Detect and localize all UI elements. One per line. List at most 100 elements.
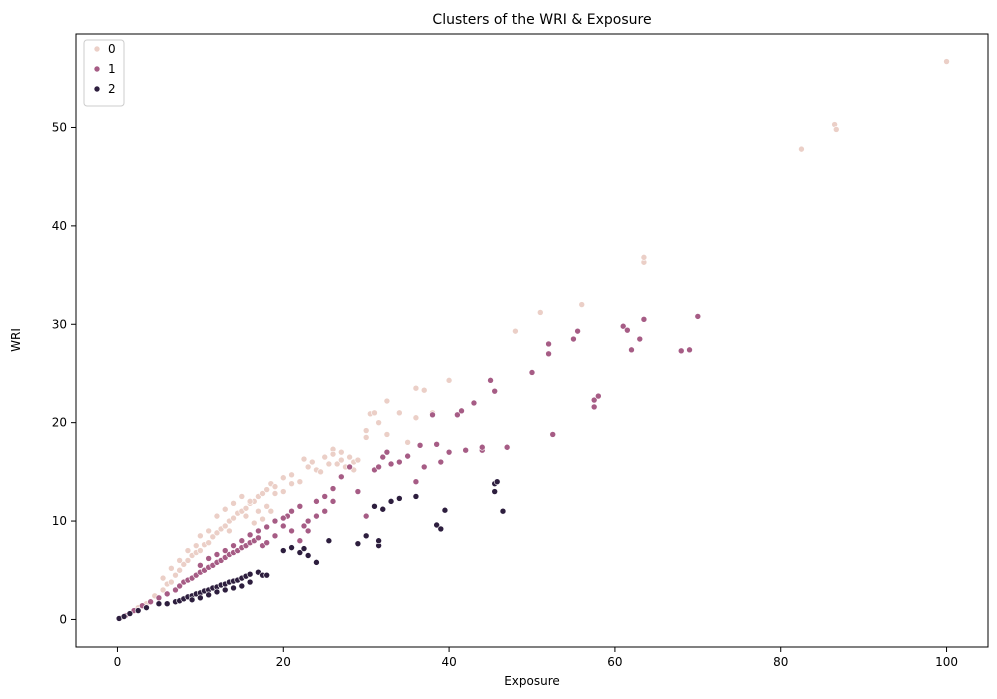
data-point-series-0 — [230, 500, 237, 507]
data-point-series-0 — [333, 460, 341, 468]
data-point-series-0 — [197, 547, 204, 554]
data-point-series-2 — [491, 488, 498, 495]
data-point-series-0 — [192, 542, 200, 549]
legend-entry: 2 — [108, 82, 116, 96]
data-point-series-1 — [545, 340, 552, 348]
data-point-series-1 — [296, 537, 304, 545]
y-tick-label: 50 — [52, 120, 67, 134]
legend-entry: 0 — [108, 42, 116, 56]
data-point-series-1 — [628, 346, 635, 354]
data-point-series-2 — [354, 540, 362, 547]
data-point-series-1 — [396, 458, 403, 466]
data-point-series-2 — [288, 544, 295, 551]
data-point-series-0 — [259, 490, 266, 497]
data-point-series-2 — [493, 478, 501, 485]
data-point-series-1 — [163, 590, 171, 598]
x-tick-label: 0 — [114, 655, 122, 669]
data-point-series-2 — [246, 578, 254, 586]
data-point-series-0 — [168, 578, 175, 586]
data-point-series-2 — [126, 610, 134, 617]
data-point-series-1 — [636, 335, 644, 343]
data-point-series-1 — [288, 507, 295, 515]
data-point-series-0 — [354, 456, 362, 464]
data-point-series-0 — [317, 468, 324, 476]
data-point-series-0 — [396, 409, 403, 417]
data-point-series-2 — [163, 600, 171, 608]
data-point-series-1 — [255, 534, 262, 542]
data-point-series-0 — [180, 561, 188, 568]
data-point-series-0 — [362, 434, 370, 441]
data-point-series-0 — [325, 460, 333, 468]
data-point-series-0 — [221, 505, 229, 513]
data-point-series-1 — [503, 443, 511, 451]
data-point-series-0 — [420, 386, 428, 394]
data-point-series-1 — [176, 582, 183, 590]
data-point-series-1 — [279, 514, 287, 522]
data-point-series-1 — [528, 369, 536, 376]
data-point-series-1 — [429, 411, 436, 419]
data-point-series-1 — [313, 512, 320, 520]
data-point-series-0 — [176, 557, 183, 564]
data-point-series-0 — [279, 488, 287, 495]
data-point-series-1 — [362, 512, 370, 520]
data-point-series-2 — [263, 571, 270, 579]
data-point-series-1 — [595, 392, 602, 400]
data-point-series-1 — [416, 441, 424, 449]
data-point-series-0 — [168, 564, 175, 572]
data-point-series-1 — [445, 448, 453, 456]
data-point-series-0 — [221, 522, 229, 530]
data-point-series-0 — [832, 126, 840, 133]
data-point-series-1 — [433, 441, 440, 448]
legend-marker — [93, 45, 101, 53]
data-point-series-0 — [246, 498, 254, 505]
data-point-series-1 — [255, 527, 262, 535]
data-point-series-1 — [288, 527, 295, 535]
data-point-series-1 — [230, 542, 237, 549]
data-point-series-0 — [159, 586, 167, 594]
data-point-series-0 — [412, 414, 420, 422]
data-point-series-1 — [263, 539, 270, 547]
legend-entry: 1 — [108, 62, 116, 76]
data-point-series-2 — [441, 506, 449, 514]
data-point-series-1 — [437, 458, 445, 466]
data-point-series-2 — [238, 582, 246, 590]
data-point-series-0 — [798, 145, 805, 153]
data-point-series-0 — [242, 504, 250, 512]
data-point-series-1 — [694, 313, 702, 320]
data-point-series-1 — [383, 448, 391, 456]
data-point-series-1 — [412, 478, 420, 485]
data-point-series-0 — [329, 450, 337, 458]
data-point-series-2 — [213, 588, 221, 596]
data-point-series-0 — [321, 453, 329, 461]
data-point-series-1 — [238, 537, 246, 545]
data-point-series-1 — [619, 322, 627, 330]
data-point-series-0 — [338, 448, 345, 456]
data-point-series-2 — [396, 495, 403, 502]
data-point-series-1 — [570, 335, 577, 343]
data-point-series-0 — [512, 327, 519, 335]
data-point-series-2 — [120, 613, 128, 620]
data-point-series-0 — [383, 431, 391, 438]
data-point-series-0 — [362, 427, 370, 434]
data-point-series-0 — [176, 566, 183, 574]
data-point-series-1 — [147, 598, 154, 606]
legend-box — [83, 39, 125, 107]
data-point-series-0 — [296, 478, 304, 485]
data-point-series-0 — [184, 547, 192, 554]
data-point-series-0 — [242, 512, 250, 520]
data-point-series-0 — [238, 493, 246, 500]
data-point-series-0 — [159, 574, 167, 582]
data-point-series-2 — [433, 521, 440, 529]
data-point-series-0 — [205, 527, 212, 535]
data-point-series-2 — [313, 559, 320, 566]
data-point-series-0 — [338, 456, 345, 464]
y-tick-label: 40 — [52, 219, 67, 233]
data-point-series-1 — [263, 523, 270, 531]
data-point-series-1 — [640, 316, 648, 323]
data-point-series-0 — [288, 480, 295, 487]
data-point-series-1 — [338, 473, 345, 481]
x-axis: 0 20 40 60 80 100 — [114, 647, 958, 669]
data-point-series-1 — [205, 555, 212, 562]
data-point-series-2 — [362, 532, 370, 540]
data-point-series-0 — [226, 527, 233, 535]
